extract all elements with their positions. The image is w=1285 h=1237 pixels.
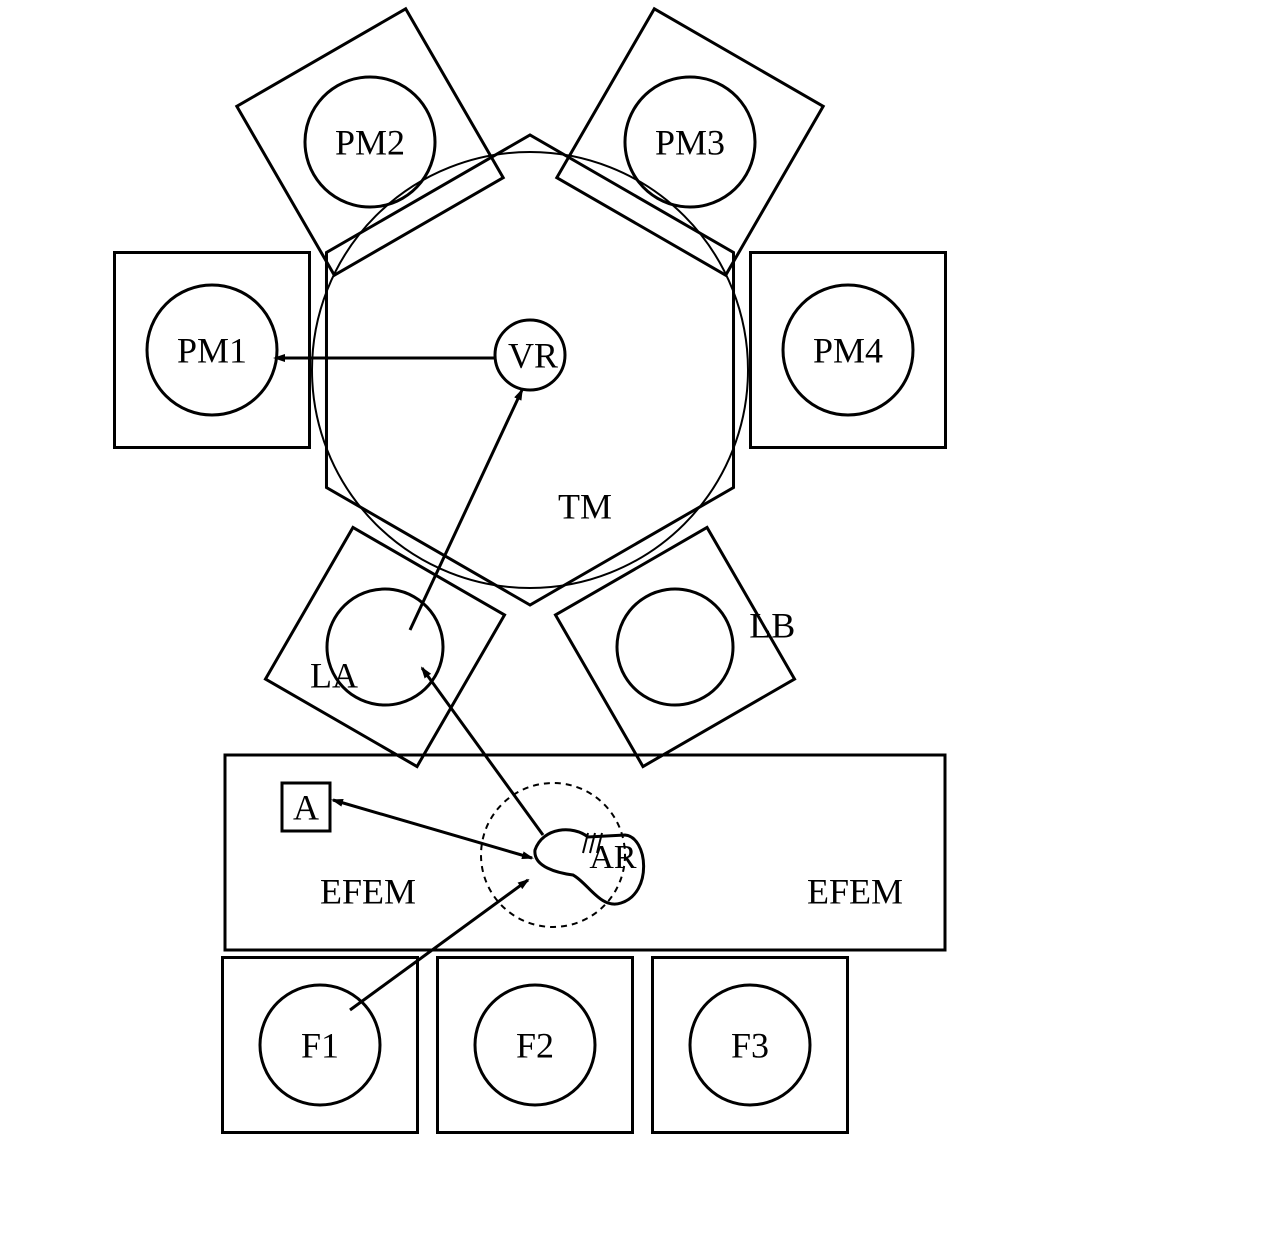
flow-arrow-2 <box>422 668 543 835</box>
aligner-label: A <box>293 787 319 827</box>
pm1-label: PM1 <box>177 330 247 370</box>
pm4-label: PM4 <box>813 330 883 370</box>
pm1-module: PM1 <box>115 253 310 448</box>
f1-label: F1 <box>301 1025 339 1065</box>
f2-label: F2 <box>516 1025 554 1065</box>
f2-port: F2 <box>438 958 633 1133</box>
vr-label: VR <box>508 335 558 375</box>
pm3-module: PM3 <box>557 9 823 275</box>
la-label: LA <box>310 656 358 696</box>
ar-label: AR <box>589 839 637 876</box>
tm-label: TM <box>558 486 612 526</box>
efem-label-left: EFEM <box>320 871 416 911</box>
pm2-label: PM2 <box>335 122 405 162</box>
lb-module: LB <box>555 509 826 767</box>
lb-label: LB <box>749 606 795 646</box>
efem-label-right: EFEM <box>807 871 903 911</box>
efem: A EFEM EFEM AR <box>225 755 945 950</box>
pm2-module: PM2 <box>237 9 503 275</box>
pm4-module: PM4 <box>751 253 946 448</box>
f3-port: F3 <box>653 958 848 1133</box>
f3-label: F3 <box>731 1025 769 1065</box>
flow-arrow-3 <box>333 800 532 858</box>
pm3-label: PM3 <box>655 122 725 162</box>
